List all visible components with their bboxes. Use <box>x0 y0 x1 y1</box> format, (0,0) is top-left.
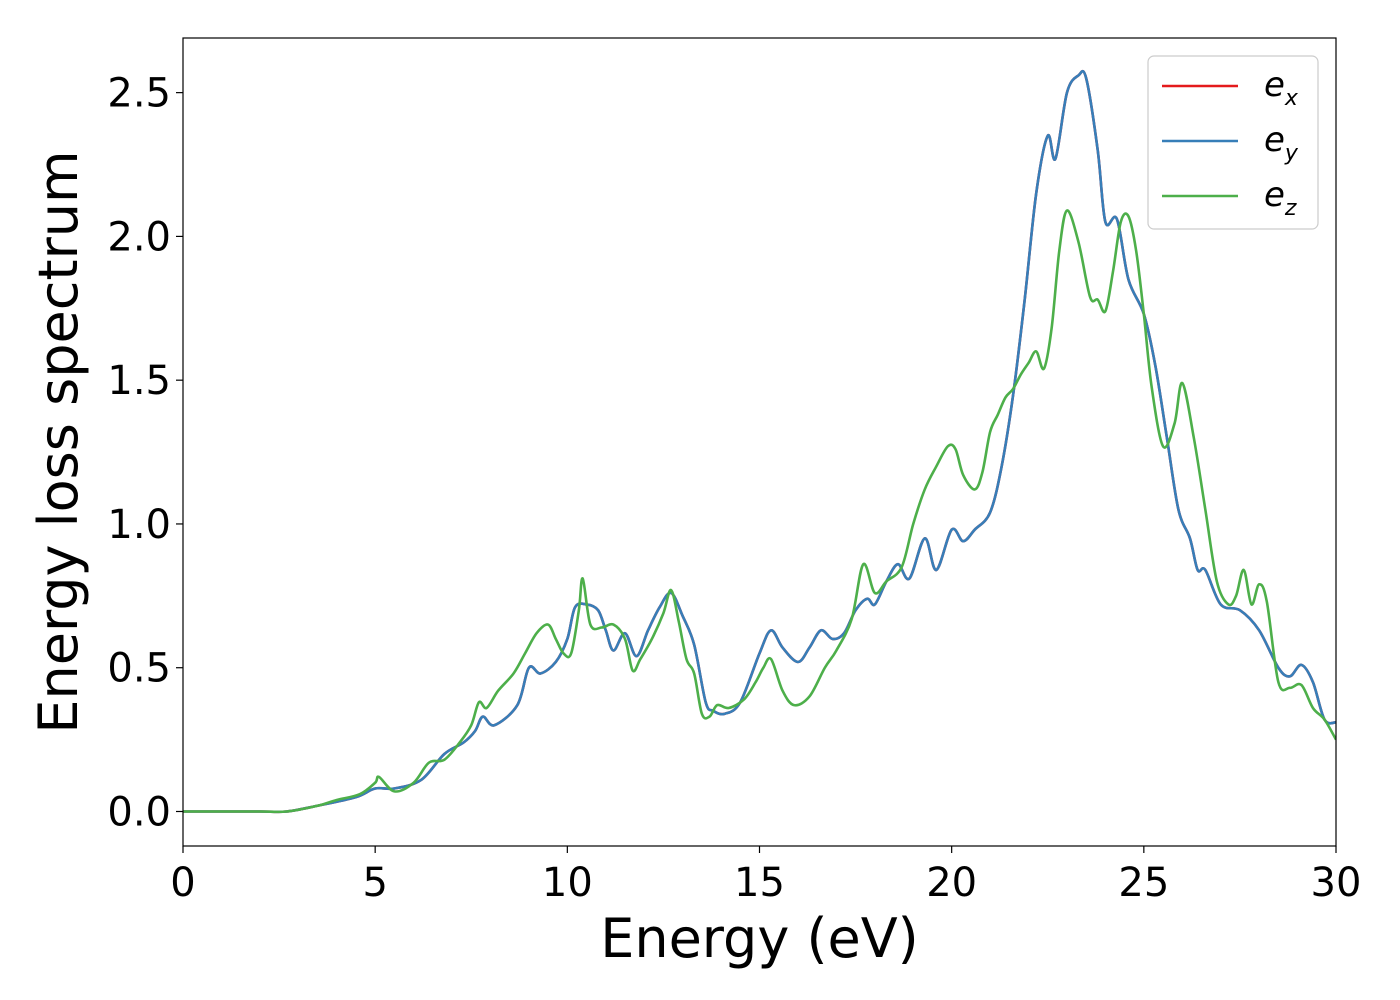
legend-label-z: ez <box>1264 175 1297 221</box>
legend-label-subscript: z <box>1284 196 1297 221</box>
legend-box <box>1147 55 1319 230</box>
series-layer <box>183 69 1336 814</box>
legend-label-subscript: x <box>1284 86 1299 111</box>
x-axis-title: Energy (eV) <box>600 907 919 970</box>
legend-label-base: e <box>1264 175 1285 215</box>
y-tick-label: 1.0 <box>107 502 171 548</box>
x-tick-label: 0 <box>170 860 195 906</box>
x-tick-label: 5 <box>362 860 387 906</box>
y-tick-label: 2.5 <box>107 71 171 117</box>
y-tick-label: 2.0 <box>107 214 171 260</box>
x-tick-label: 30 <box>1311 860 1362 906</box>
y-axis-title: Energy loss spectrum <box>27 150 90 733</box>
legend-label-base: e <box>1264 120 1285 160</box>
legend-label-y: ey <box>1264 120 1299 166</box>
x-tick-label: 20 <box>926 860 977 906</box>
series-line-z <box>183 209 1336 814</box>
legend-label-x: ex <box>1264 65 1299 111</box>
y-tick-label: 1.5 <box>107 358 171 404</box>
y-axis: 0.0 0.5 1.0 1.5 2.0 2.5 <box>107 71 183 835</box>
legend-label-base: e <box>1264 65 1285 105</box>
x-tick-label: 15 <box>734 860 785 906</box>
y-tick-label: 0.0 <box>107 789 171 835</box>
x-axis: 0 5 10 15 20 25 30 <box>170 846 1361 906</box>
y-tick-label: 0.5 <box>107 646 171 692</box>
legend-label-subscript: y <box>1284 141 1299 166</box>
x-tick-label: 25 <box>1118 860 1169 906</box>
x-tick-label: 10 <box>542 860 593 906</box>
